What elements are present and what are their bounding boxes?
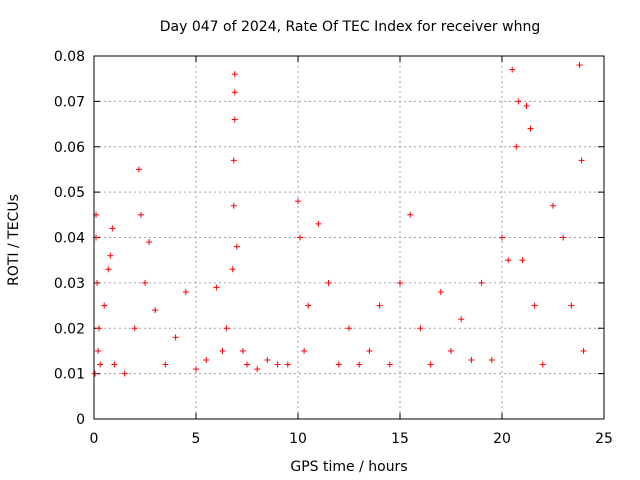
y-tick-label: 0.07 xyxy=(54,94,85,110)
data-point xyxy=(229,266,236,273)
data-point xyxy=(513,143,520,150)
x-tick-label: 20 xyxy=(493,431,511,447)
data-point xyxy=(523,102,530,109)
data-point xyxy=(223,325,230,332)
data-point xyxy=(437,288,444,295)
data-point xyxy=(105,266,112,273)
data-point xyxy=(203,357,210,364)
data-point xyxy=(135,166,142,173)
chart-title: Day 047 of 2024, Rate Of TEC Index for r… xyxy=(160,19,540,35)
data-point xyxy=(578,157,585,164)
data-points xyxy=(92,62,587,377)
data-point xyxy=(92,370,99,377)
data-point xyxy=(448,347,454,354)
data-point xyxy=(219,347,226,354)
data-point xyxy=(162,361,169,368)
data-point xyxy=(111,361,118,368)
data-point xyxy=(264,357,271,364)
y-axis-label: ROTI / TECUs xyxy=(6,194,22,286)
data-point xyxy=(366,347,373,354)
data-point xyxy=(274,361,281,368)
data-point xyxy=(284,361,291,368)
data-point xyxy=(254,366,261,373)
data-point xyxy=(560,234,567,241)
data-point xyxy=(231,116,238,123)
data-point xyxy=(356,361,363,368)
data-point xyxy=(213,284,220,291)
data-point xyxy=(407,211,414,218)
data-point xyxy=(488,357,495,364)
data-point xyxy=(458,316,465,323)
y-tick-label: 0.01 xyxy=(54,367,85,383)
data-point xyxy=(568,302,575,309)
x-axis-label: GPS time / hours xyxy=(290,459,407,475)
data-point xyxy=(131,325,138,332)
data-point xyxy=(295,198,301,205)
data-point xyxy=(505,257,512,264)
data-point xyxy=(231,89,238,96)
data-point xyxy=(499,234,505,241)
x-tick-label: 15 xyxy=(391,431,409,447)
data-point xyxy=(397,279,403,286)
data-point xyxy=(576,62,583,69)
data-point xyxy=(335,361,342,368)
data-point xyxy=(539,361,546,368)
data-point xyxy=(386,361,393,368)
data-point xyxy=(376,302,383,309)
data-point xyxy=(239,347,246,354)
data-point xyxy=(152,307,159,314)
data-point xyxy=(346,325,352,332)
y-tick-label: 0.02 xyxy=(54,321,85,337)
data-point xyxy=(101,302,108,309)
data-point xyxy=(172,334,179,341)
data-point xyxy=(580,347,587,354)
data-point xyxy=(107,252,114,259)
y-tick-label: 0.04 xyxy=(54,231,85,247)
data-point xyxy=(95,347,102,354)
data-point xyxy=(301,347,308,354)
data-point xyxy=(297,234,304,241)
y-tick-label: 0.05 xyxy=(54,185,85,201)
data-point xyxy=(417,325,424,332)
data-point xyxy=(137,211,144,218)
data-point xyxy=(509,66,516,73)
y-tick-label: 0.06 xyxy=(54,140,85,156)
data-point xyxy=(146,239,153,246)
data-point xyxy=(230,157,237,164)
data-point xyxy=(515,98,522,105)
y-tick-label: 0 xyxy=(76,412,85,428)
tick-labels: 0 0.01 0.02 0.03 0.04 0.05 0.06 0.07 0.08 0 5 10 15 2… xyxy=(54,49,613,447)
y-tick-label: 0.08 xyxy=(54,49,85,65)
data-point xyxy=(478,279,485,286)
data-point xyxy=(193,366,199,373)
data-point xyxy=(519,257,526,264)
plot-frame xyxy=(93,55,605,420)
data-point xyxy=(142,279,148,286)
data-point xyxy=(244,361,250,368)
data-point xyxy=(96,325,103,332)
data-point xyxy=(121,370,128,377)
data-point xyxy=(97,361,104,368)
data-point xyxy=(233,243,240,250)
data-point xyxy=(94,279,101,286)
data-point xyxy=(315,220,322,227)
data-point xyxy=(109,225,116,232)
data-point xyxy=(527,125,534,132)
data-point xyxy=(182,288,189,295)
x-tick-label: 0 xyxy=(90,431,99,447)
x-tick-label: 25 xyxy=(595,431,613,447)
x-tick-label: 5 xyxy=(192,431,201,447)
data-point xyxy=(305,302,312,309)
data-point xyxy=(427,361,434,368)
x-tick-label: 10 xyxy=(289,431,307,447)
data-point xyxy=(550,202,556,209)
y-tick-label: 0.03 xyxy=(54,276,85,292)
data-point xyxy=(325,279,332,286)
data-point xyxy=(468,357,475,364)
data-point xyxy=(231,71,238,78)
data-point xyxy=(230,202,237,209)
data-point xyxy=(531,302,538,309)
